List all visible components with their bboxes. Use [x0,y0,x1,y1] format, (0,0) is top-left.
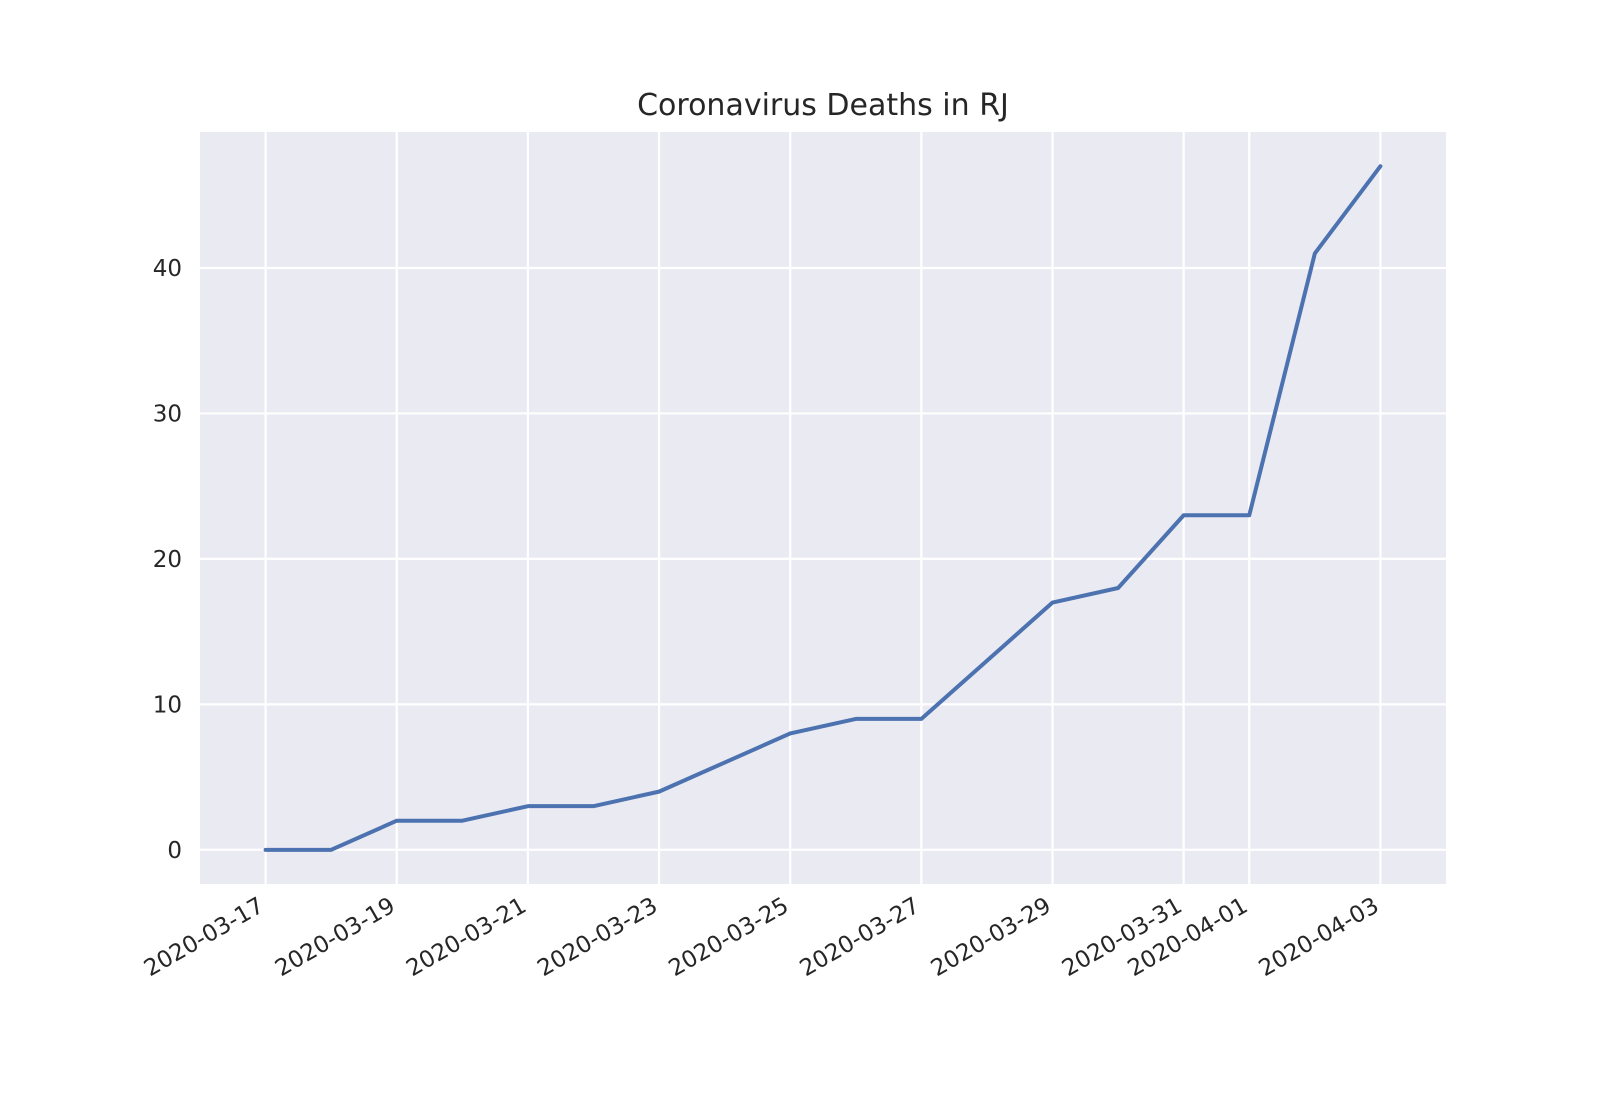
y-axis-ticks: 0 10 20 30 40 [153,256,182,864]
x-tick-label: 2020-03-27 [796,893,925,982]
y-tick-label: 20 [153,547,182,573]
y-tick-label: 40 [153,256,182,282]
x-axis-ticks: 2020-03-17 2020-03-19 2020-03-21 2020-03-23… [140,893,1384,982]
x-tick-label: 2020-03-21 [402,893,531,982]
x-tick-label: 2020-03-29 [927,893,1056,982]
plot-area [200,132,1446,884]
x-tick-label: 2020-03-23 [533,893,662,982]
x-tick-label: 2020-03-19 [271,893,400,982]
x-tick-label: 2020-03-25 [664,893,793,982]
y-tick-label: 10 [153,692,182,718]
x-tick-label: 2020-04-03 [1255,893,1384,982]
chart-title: Coronavirus Deaths in RJ [637,88,1009,123]
x-tick-label: 2020-03-17 [140,893,269,982]
y-tick-label: 30 [153,401,182,427]
series-layer [263,164,1383,852]
y-tick-label: 0 [167,838,182,864]
series-line [263,164,1383,852]
